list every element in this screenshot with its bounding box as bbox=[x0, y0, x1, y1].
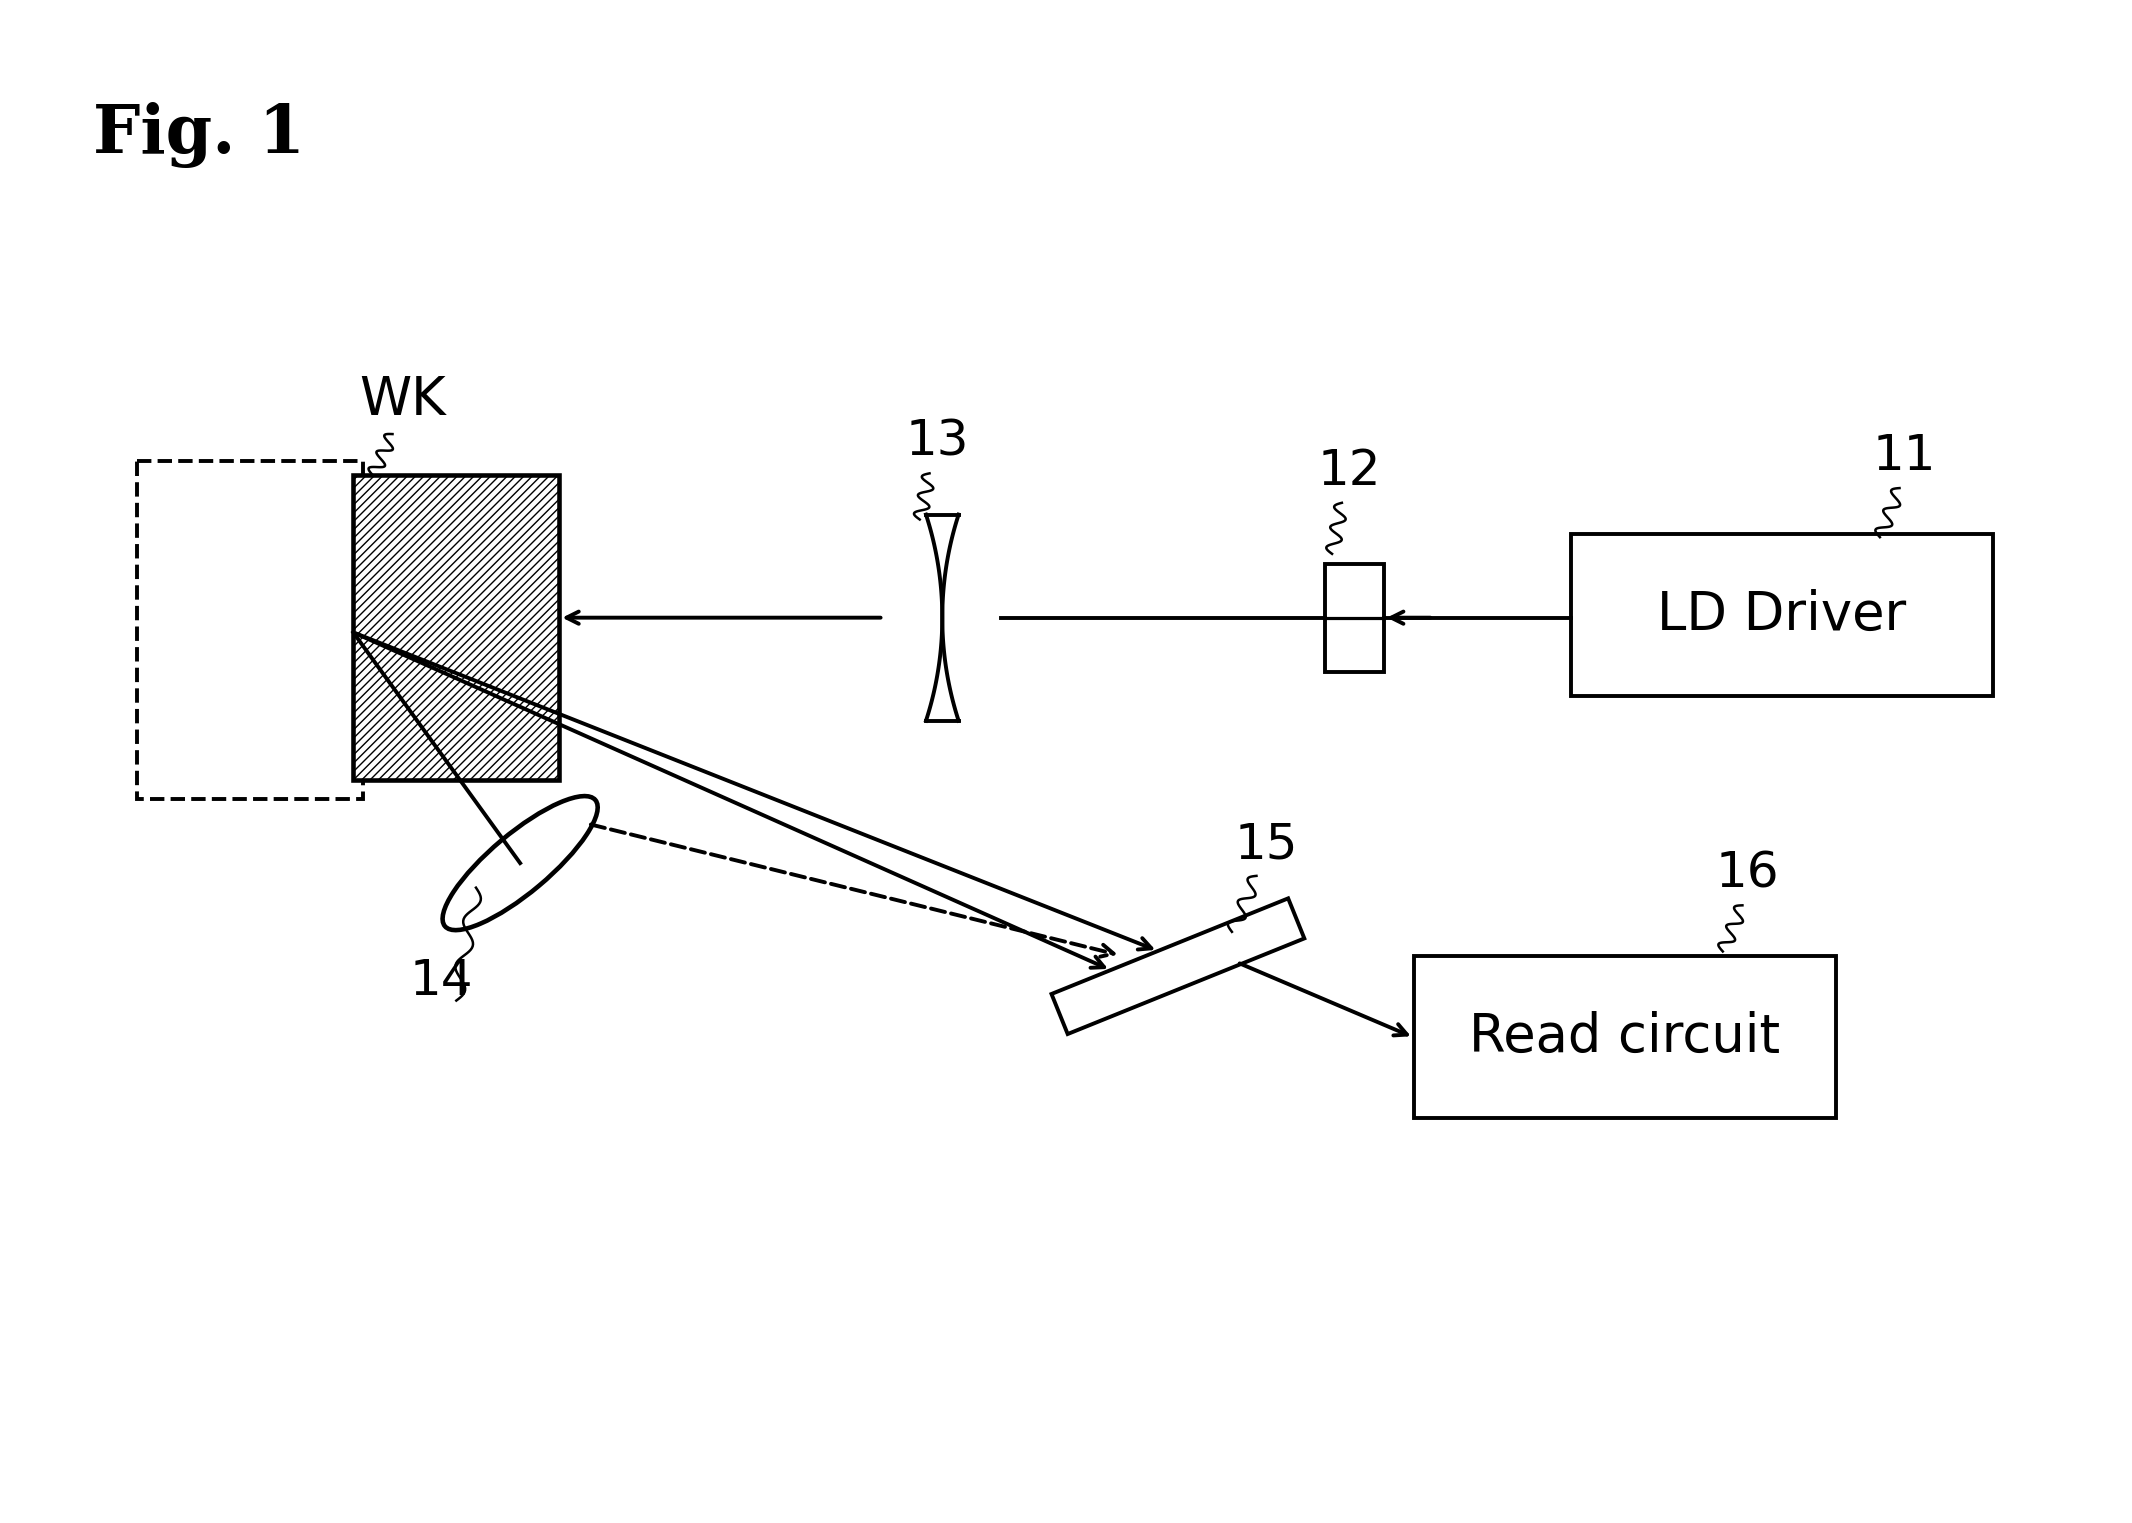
Bar bbox=[136, 460, 362, 800]
Text: Read circuit: Read circuit bbox=[1469, 1011, 1780, 1063]
Text: Fig. 1: Fig. 1 bbox=[94, 102, 305, 168]
Bar bbox=[354, 475, 559, 780]
Text: 13: 13 bbox=[906, 417, 970, 466]
Ellipse shape bbox=[443, 797, 597, 931]
Text: 14: 14 bbox=[409, 958, 473, 1005]
Text: 15: 15 bbox=[1234, 819, 1298, 868]
Text: LD Driver: LD Driver bbox=[1657, 589, 1906, 641]
Text: 12: 12 bbox=[1318, 446, 1382, 495]
Text: 16: 16 bbox=[1716, 850, 1780, 897]
Text: 11: 11 bbox=[1872, 433, 1936, 480]
Bar bbox=[1326, 564, 1384, 672]
Bar bbox=[1414, 956, 1836, 1118]
Polygon shape bbox=[1051, 899, 1305, 1034]
Text: WK: WK bbox=[358, 375, 446, 426]
Bar bbox=[1571, 535, 1993, 696]
